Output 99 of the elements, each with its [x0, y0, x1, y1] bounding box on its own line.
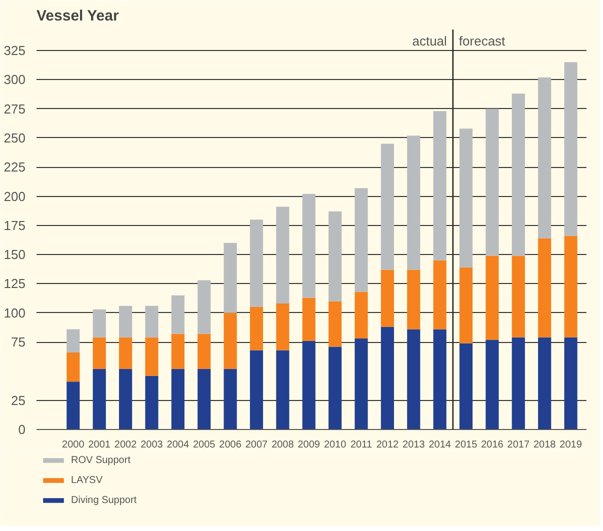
- bar: [512, 337, 525, 430]
- bar: [171, 368, 184, 430]
- x-tick-label: 2010: [324, 440, 347, 450]
- y-tick-label: 275: [4, 101, 26, 116]
- bar: [224, 368, 237, 430]
- bar: [171, 334, 184, 369]
- x-tick-label: 2000: [62, 440, 85, 450]
- bar: [538, 77, 552, 238]
- x-tick-label: 2007: [245, 440, 268, 450]
- y-tick-label: 250: [4, 130, 26, 146]
- bar: [276, 350, 290, 430]
- bar: [564, 236, 578, 338]
- y-tick-label: 75: [11, 334, 26, 350]
- bar: [66, 382, 80, 430]
- bar: [407, 329, 420, 430]
- x-tick-label: 2009: [298, 440, 320, 450]
- bar: [250, 307, 264, 350]
- legend-label: ROV Support: [71, 454, 130, 466]
- legend-label: LAYSV: [71, 474, 102, 486]
- bar: [119, 306, 132, 338]
- bar: [119, 337, 132, 369]
- bar: [198, 280, 211, 334]
- bar: [92, 309, 106, 338]
- x-tick-label: 2017: [507, 440, 530, 450]
- x-tick-label: 2016: [481, 440, 504, 450]
- y-tick-label: 0: [18, 422, 26, 437]
- bar: [198, 368, 211, 430]
- x-tick-label: 2003: [140, 440, 164, 450]
- bar: [92, 337, 106, 369]
- bar: [328, 346, 342, 430]
- bar: [433, 329, 446, 430]
- bar: [302, 194, 316, 298]
- x-tick-label: 2002: [114, 440, 138, 450]
- bar: [250, 350, 264, 430]
- bar: [145, 376, 158, 430]
- bar: [407, 136, 420, 270]
- bar: [224, 242, 237, 313]
- bar: [407, 270, 420, 330]
- bar: [459, 343, 473, 430]
- x-tick-label: 2004: [166, 440, 190, 450]
- x-tick-label: 2015: [454, 440, 478, 450]
- y-tick-label: 100: [4, 305, 26, 320]
- annotation: forecast: [458, 33, 506, 48]
- bar: [486, 340, 499, 430]
- bar: [380, 270, 394, 327]
- bar: [302, 298, 316, 341]
- bar: [66, 352, 80, 382]
- x-tick-label: 2008: [272, 440, 294, 450]
- bar: [380, 326, 394, 430]
- bar: [250, 220, 264, 308]
- bar: [224, 312, 237, 369]
- bar: [302, 340, 316, 430]
- bar: [328, 211, 342, 302]
- annotation: actual: [412, 33, 448, 48]
- bar: [380, 144, 394, 270]
- bar: [119, 368, 132, 430]
- x-tick-label: 2011: [350, 440, 372, 450]
- bar: [276, 206, 290, 304]
- bar: [145, 337, 158, 376]
- y-tick-label: 150: [4, 247, 26, 262]
- bar: [92, 368, 106, 430]
- x-tick-label: 2013: [402, 440, 426, 450]
- bar: [564, 62, 578, 236]
- bar: [538, 238, 552, 338]
- y-tick-label: 300: [4, 72, 26, 88]
- y-tick-label: 25: [11, 392, 26, 408]
- bar: [433, 260, 446, 330]
- bar: [512, 256, 525, 338]
- y-tick-label: 200: [4, 188, 26, 204]
- bar: [459, 128, 473, 268]
- bar: [354, 292, 368, 339]
- bar: [538, 337, 552, 430]
- y-tick-label: 125: [4, 276, 26, 292]
- bar: [66, 329, 80, 353]
- bar: [145, 306, 158, 338]
- bar: [354, 338, 368, 430]
- bar: [486, 256, 499, 340]
- bar: [512, 94, 525, 256]
- x-tick-label: 2006: [219, 440, 242, 450]
- bar: [328, 301, 342, 347]
- y-tick-label: 325: [4, 42, 26, 58]
- bar: [171, 295, 184, 334]
- x-tick-label: 2012: [376, 440, 400, 450]
- y-tick-label: 175: [4, 218, 26, 233]
- x-tick-label: 2005: [192, 440, 216, 450]
- chart-title: Vessel Year: [36, 8, 119, 24]
- x-tick-label: 2014: [428, 440, 452, 450]
- x-tick-label: 2019: [560, 440, 582, 450]
- x-tick-label: 2018: [533, 440, 556, 450]
- bar: [354, 188, 368, 292]
- x-tick-label: 2001: [88, 440, 111, 450]
- bar: [459, 267, 473, 344]
- y-tick-label: 225: [4, 160, 26, 175]
- bar: [564, 337, 578, 430]
- bar: [486, 108, 499, 256]
- bar: [198, 334, 211, 369]
- legend-label: Diving Support: [71, 494, 137, 506]
- bar: [433, 111, 446, 260]
- bar: [276, 304, 290, 350]
